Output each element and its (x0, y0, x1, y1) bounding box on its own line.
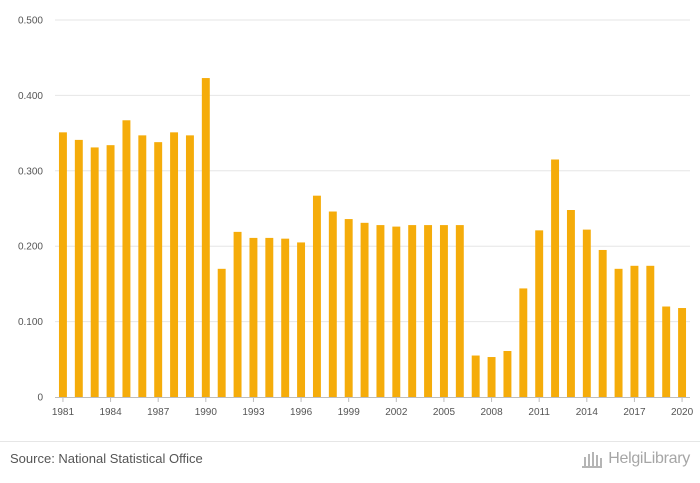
x-tick-label: 2020 (671, 407, 694, 418)
bar-2020[interactable] (678, 308, 687, 397)
bar-1984[interactable] (106, 145, 115, 397)
bar-2001[interactable] (376, 225, 385, 397)
bar-1986[interactable] (138, 135, 147, 397)
bar-2019[interactable] (662, 306, 671, 397)
bar-2014[interactable] (582, 229, 591, 397)
bar-2013[interactable] (566, 210, 575, 397)
bar-1988[interactable] (170, 132, 179, 397)
bar-1987[interactable] (154, 142, 163, 397)
bar-1991[interactable] (217, 268, 226, 397)
bar-2009[interactable] (503, 351, 512, 397)
bar-1993[interactable] (249, 237, 258, 397)
bar-2004[interactable] (424, 225, 433, 397)
y-tick-label: 0.500 (18, 16, 43, 27)
bar-1996[interactable] (297, 242, 306, 397)
y-tick-label: 0.200 (18, 242, 43, 253)
bar-2007[interactable] (471, 355, 480, 397)
bar-1989[interactable] (185, 135, 194, 397)
library-building-icon (582, 452, 603, 468)
x-tick-label: 2005 (433, 407, 456, 418)
x-tick-label: 1999 (338, 407, 361, 418)
footer-divider (0, 441, 700, 442)
source-note: Source: National Statistical Office (10, 451, 203, 466)
bar-1985[interactable] (122, 120, 131, 398)
bar-2002[interactable] (392, 226, 401, 397)
x-tick-label: 1984 (99, 407, 122, 418)
helgi-library-logo[interactable]: HelgiLibrary (581, 447, 690, 471)
x-tick-label: 2014 (576, 407, 599, 418)
bar-1990[interactable] (201, 78, 210, 398)
axes (55, 397, 690, 402)
bar-series (58, 78, 687, 398)
bar-2010[interactable] (519, 288, 528, 397)
x-tick-label: 2011 (528, 407, 550, 418)
y-tick-label: 0 (37, 393, 43, 404)
bar-2003[interactable] (408, 225, 417, 397)
y-axis-tick-labels: 0 0.100 0.200 0.300 0.400 0.500 (18, 16, 43, 404)
bar-1995[interactable] (281, 238, 290, 397)
bar-2008[interactable] (487, 357, 496, 397)
x-tick-label: 1993 (242, 407, 265, 418)
y-tick-label: 0.100 (18, 317, 43, 328)
x-tick-label: 2017 (623, 407, 646, 418)
bar-2016[interactable] (614, 268, 623, 397)
bar-2018[interactable] (646, 265, 655, 397)
bar-1997[interactable] (312, 195, 321, 397)
bar-1982[interactable] (74, 139, 83, 398)
bar-2012[interactable] (551, 159, 560, 397)
bar-2006[interactable] (455, 225, 464, 397)
bar-2005[interactable] (439, 225, 448, 397)
bar-1999[interactable] (344, 219, 353, 397)
x-tick-label: 1990 (195, 407, 218, 418)
y-tick-label: 0.300 (18, 166, 43, 177)
gridlines (55, 19, 690, 323)
bar-2015[interactable] (598, 249, 607, 397)
bar-2017[interactable] (630, 265, 639, 397)
bar-1994[interactable] (265, 237, 274, 397)
x-tick-label: 1996 (290, 407, 313, 418)
bar-1998[interactable] (328, 211, 337, 397)
bar-2011[interactable] (535, 230, 544, 397)
x-tick-label: 1981 (52, 407, 75, 418)
x-tick-label: 1987 (147, 407, 170, 418)
x-tick-label: 2002 (385, 407, 408, 418)
brand-name: HelgiLibrary (608, 450, 690, 467)
x-axis-tick-labels: 1981 1984 1987 1990 1993 1996 1999 2002 2005 2008… (52, 407, 694, 418)
x-tick-label: 2008 (480, 407, 503, 418)
bar-1981[interactable] (58, 132, 67, 397)
y-tick-label: 0.400 (18, 91, 43, 102)
bar-1983[interactable] (90, 147, 99, 397)
bar-2000[interactable] (360, 222, 369, 397)
bar-1992[interactable] (233, 231, 242, 397)
